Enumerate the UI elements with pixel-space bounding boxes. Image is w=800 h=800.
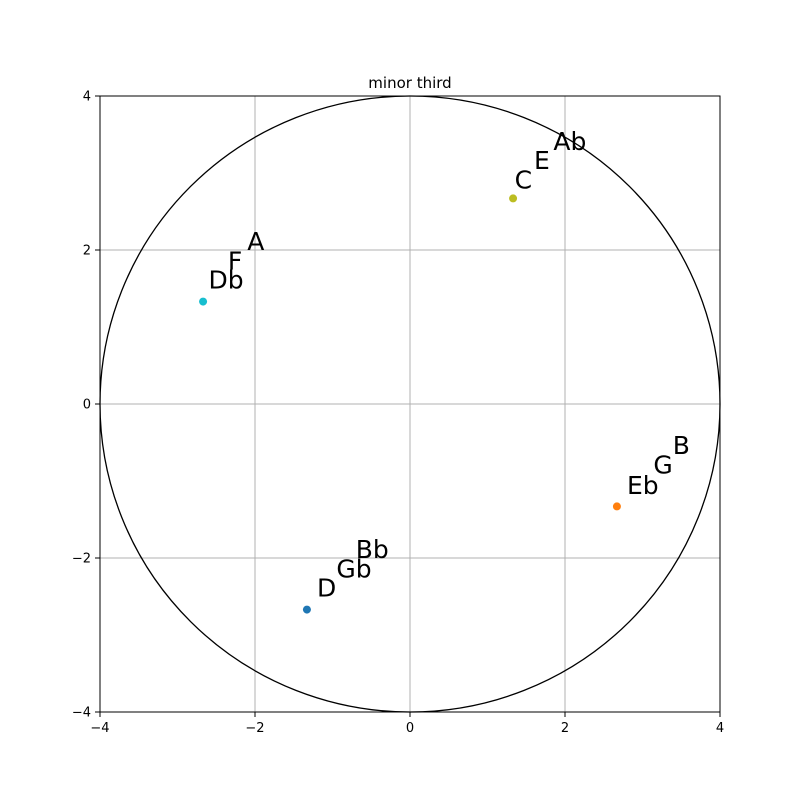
x-tick-label: −4 (90, 721, 109, 736)
chart-title: minor third (368, 74, 451, 92)
x-tick-label: −2 (245, 721, 264, 736)
x-tick-label: 2 (561, 721, 569, 736)
note-label: Gb (336, 554, 371, 583)
scatter-point (509, 194, 518, 203)
note-label: Ab (553, 127, 586, 156)
plot-frame (99, 95, 721, 713)
y-tick-label: 4 (83, 90, 91, 105)
axis-tick-labels: −4 −2 0 2 4 −4 −2 0 2 4 (72, 90, 724, 737)
note-label: Bb (356, 535, 389, 564)
scatter-point (199, 297, 208, 306)
scatter-points (199, 194, 621, 614)
note-label: G (653, 450, 672, 479)
note-label: Eb (627, 471, 659, 500)
note-label: Db (209, 266, 244, 295)
scatter-point (302, 605, 311, 614)
x-tick-label: 0 (406, 721, 414, 736)
scatter-point (612, 502, 621, 511)
note-label: F (228, 246, 242, 275)
y-tick-label: −4 (72, 706, 91, 721)
note-label: D (317, 574, 336, 603)
note-label: B (673, 431, 690, 460)
note-label: E (534, 146, 550, 175)
y-tick-label: 0 (83, 398, 91, 413)
note-label: A (247, 227, 264, 256)
y-tick-label: 2 (83, 244, 91, 259)
y-tick-label: −2 (72, 552, 91, 567)
note-label: C (515, 165, 532, 194)
x-tick-label: 4 (716, 721, 724, 736)
axis-ticks (95, 95, 721, 717)
